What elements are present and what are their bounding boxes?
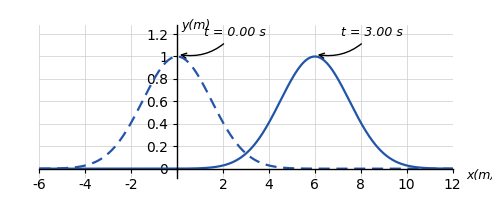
Text: t = 3.00 s: t = 3.00 s — [319, 26, 403, 58]
Text: t = 0.00 s: t = 0.00 s — [182, 26, 266, 58]
Text: y(m): y(m) — [182, 19, 211, 32]
Text: x(m): x(m) — [466, 169, 492, 182]
